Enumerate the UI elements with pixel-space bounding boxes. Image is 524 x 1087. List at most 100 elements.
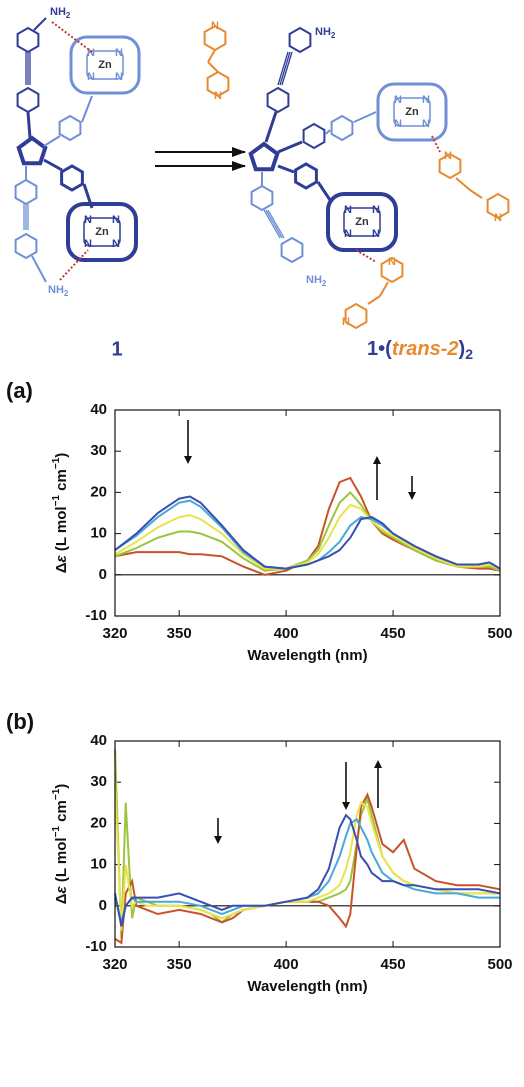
ring — [486, 192, 510, 220]
atom-label: N — [372, 204, 380, 216]
atom-label: NH2 — [315, 26, 336, 40]
y-tick-label: 10 — [90, 525, 107, 542]
x-tick-label: 450 — [381, 625, 406, 642]
porphyrin — [326, 192, 398, 252]
label-part: 1 — [367, 338, 378, 360]
atom-label: N — [342, 316, 350, 328]
bond — [316, 181, 332, 201]
ring — [14, 178, 38, 206]
x-tick-label: 320 — [102, 956, 127, 973]
coordination-bond — [431, 135, 441, 153]
porphyrin-core — [393, 97, 431, 127]
atom-label: N — [112, 238, 120, 250]
y-tick-label: -10 — [85, 607, 107, 624]
label-part: −1 — [51, 826, 62, 838]
x-axis-label: Wavelength (nm) — [247, 978, 367, 995]
bond — [263, 209, 281, 239]
data-line — [114, 495, 501, 570]
panel-label: (a) — [6, 378, 33, 403]
porphyrin — [66, 202, 138, 262]
y-tick-label: 10 — [90, 856, 107, 873]
ring — [438, 152, 462, 180]
atom-label: Zn — [98, 59, 112, 71]
bond — [367, 295, 381, 305]
atom-label: N — [84, 238, 92, 250]
atom-label: N — [87, 71, 95, 83]
atom-label: N — [422, 94, 430, 106]
data-line — [114, 792, 501, 945]
ring — [288, 26, 312, 54]
x-axis-label: Wavelength (nm) — [247, 647, 367, 664]
ring — [58, 114, 82, 142]
ring — [344, 302, 368, 330]
bond — [469, 189, 483, 199]
atom-label: N — [444, 150, 452, 162]
ring — [250, 184, 274, 212]
label-part: −1 — [51, 495, 62, 507]
atom-label: N — [344, 228, 352, 240]
atom: NH — [50, 6, 66, 18]
label-part: •( — [378, 338, 392, 360]
data-line — [114, 817, 500, 927]
x-tick-label: 350 — [167, 956, 192, 973]
data-line — [114, 782, 500, 931]
label-part: (L mol — [53, 837, 70, 886]
label-part: −1 — [51, 457, 62, 469]
y-tick-label: 30 — [90, 442, 107, 459]
y-tick-label: 40 — [90, 732, 107, 749]
trend-arrows — [184, 420, 416, 844]
coordination-bond — [51, 21, 93, 53]
chart: (b) -10 0 10 20 30 40 320 350 400 450 500 Wavelength… — [6, 709, 513, 995]
bond — [279, 51, 291, 86]
bond — [43, 158, 63, 172]
y-tick-label: 0 — [99, 897, 107, 914]
x-tick-label: 400 — [274, 625, 299, 642]
bond — [277, 51, 289, 86]
x-tick-label: 400 — [274, 956, 299, 973]
porphyrin — [69, 35, 141, 95]
label-part: ε — [53, 554, 70, 562]
label-part: Δ — [53, 562, 70, 573]
atom-label: N — [115, 71, 123, 83]
data-line — [114, 490, 501, 572]
atom-label: N — [87, 47, 95, 59]
y-tick-label: -10 — [85, 938, 107, 955]
atom-label: Zn — [405, 106, 419, 118]
plot-frame — [114, 409, 501, 617]
y-axis-label: Δε (L mol−1 cm−1) — [51, 784, 70, 905]
bond — [31, 255, 47, 283]
ring — [16, 86, 40, 114]
data-line — [114, 813, 501, 927]
atom-label: N — [372, 228, 380, 240]
label-part: ) — [459, 338, 466, 360]
bond — [455, 177, 471, 191]
bond — [33, 17, 47, 31]
atom: 2 — [322, 279, 327, 288]
reaction-scheme — [155, 147, 246, 171]
ring — [206, 70, 230, 98]
bond — [325, 129, 331, 135]
atom-label: N — [344, 204, 352, 216]
y-tick-label: 40 — [90, 401, 107, 418]
atom-label: N — [494, 212, 502, 224]
coordination-bond — [59, 249, 89, 281]
bond — [353, 111, 377, 123]
label-part: cm — [53, 800, 70, 826]
ring — [380, 256, 404, 284]
atom: NH — [306, 274, 322, 286]
atom: 2 — [64, 289, 69, 298]
porphyrin-core — [83, 217, 121, 247]
atom-label: N — [214, 90, 222, 102]
ring — [248, 141, 280, 172]
bond — [379, 281, 389, 297]
bond — [207, 49, 216, 63]
bond — [281, 51, 293, 86]
y-axis-label: Δε (L mol−1 cm−1) — [51, 453, 70, 574]
bond — [277, 140, 303, 154]
y-tick-label: 20 — [90, 814, 107, 831]
atom-label: N — [388, 256, 396, 268]
atom-label: Zn — [95, 226, 109, 238]
label-part: Δ — [53, 893, 70, 904]
ring — [16, 135, 48, 166]
bond — [26, 111, 32, 139]
